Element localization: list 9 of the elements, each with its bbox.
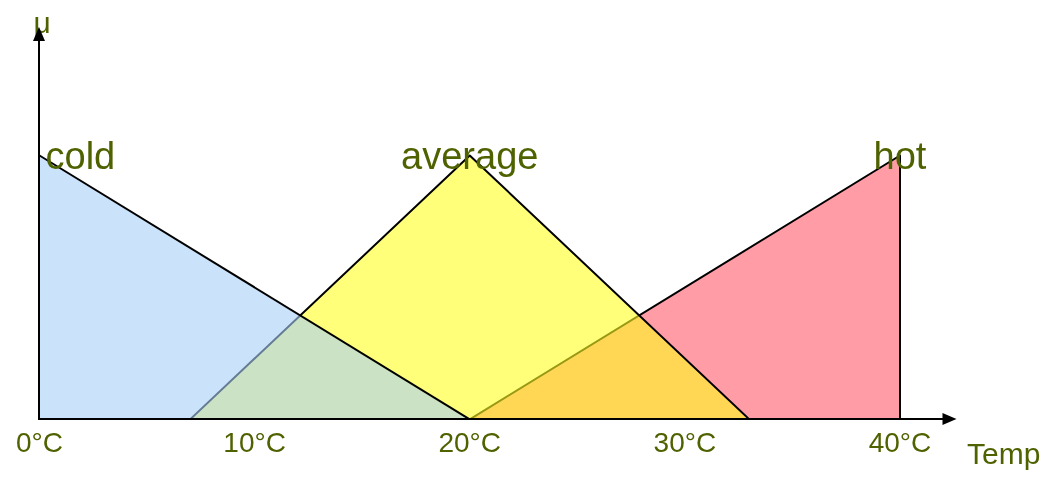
x-axis-title: Temp (967, 436, 1041, 470)
x-tick-label: 10°C (223, 426, 286, 458)
series-label: cold (45, 134, 116, 177)
series-label: hot (873, 134, 927, 177)
x-tick-label: 20°C (438, 426, 502, 458)
x-tick-label: 30°C (653, 426, 717, 458)
x-tick-label: 0°C (16, 426, 63, 458)
x-tick-label: 40°C (868, 426, 932, 458)
series-label: average (401, 134, 539, 177)
